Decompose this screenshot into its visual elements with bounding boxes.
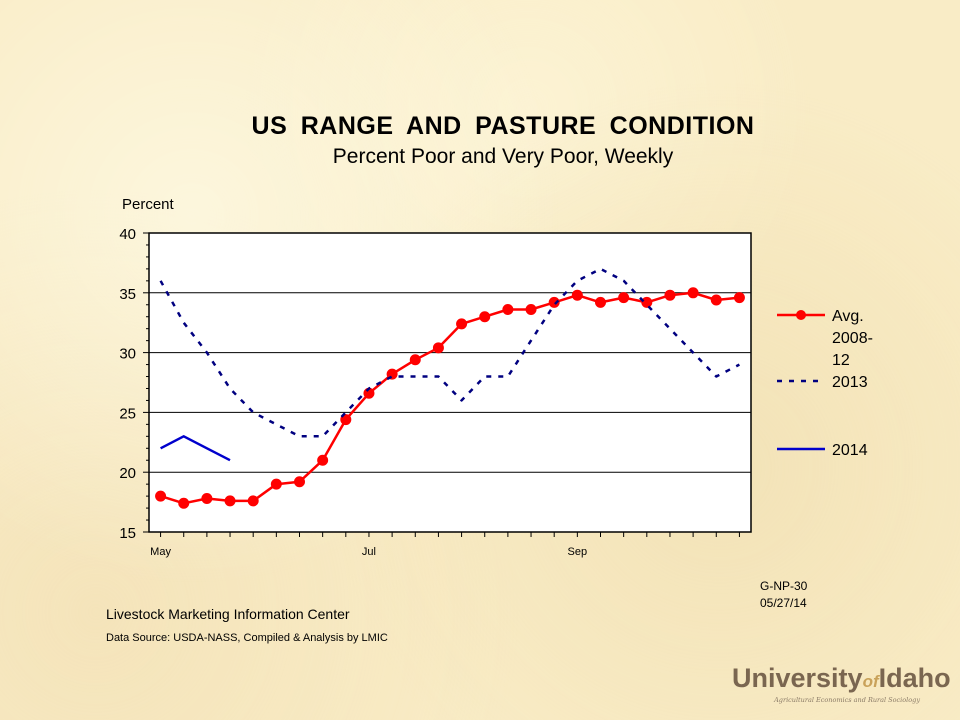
data-source: Data Source: USDA-NASS, Compiled & Analy… [106,632,388,644]
y-axis-label: Percent [122,196,174,213]
series-line-2 [159,267,740,438]
logo-wordmark: UniversityofIdaho [732,662,951,698]
organization-name: Livestock Marketing Information Center [106,606,350,622]
data-point [178,497,190,509]
plot-border [148,232,752,533]
y-tick-label: 35 [119,286,136,303]
data-point [409,354,421,366]
data-point [618,292,630,304]
data-point [571,289,583,301]
y-tick-label: 30 [119,346,136,363]
data-point [595,296,606,308]
data-point [247,495,259,507]
chart-subtitle: Percent Poor and Very Poor, Weekly [332,145,674,168]
data-point [502,304,514,316]
legend-label-3: 2014 [832,442,868,459]
logo-word-idaho: Idaho [878,663,951,693]
data-point [525,304,537,316]
data-point [479,311,491,323]
data-point [710,294,722,306]
chart-date: 05/27/14 [760,596,807,610]
logo-word-university: University [732,663,863,693]
data-point [548,296,560,308]
logo-tagline: Agricultural Economics and Rural Sociolo… [774,696,920,704]
legend-label-2: 2013 [832,374,868,391]
data-point [432,342,444,354]
y-tick-label: 40 [119,226,136,243]
data-point [155,490,167,502]
y-tick-label: 15 [119,525,136,542]
logo-word-of: of [862,672,879,691]
x-tick-label: Jul [362,546,376,558]
x-tick-label: Sep [568,546,588,558]
chart-code: G-NP-30 [760,579,808,593]
data-point [224,495,236,507]
data-point [270,478,282,490]
data-point [456,318,468,330]
data-point [687,287,699,299]
data-point [733,292,745,304]
y-tick-label: 25 [119,405,136,422]
chart-code-block: G-NP-30 05/27/14 [760,578,807,612]
data-point [641,296,653,308]
data-point [664,289,676,301]
university-logo: UniversityofIdaho Agricultural Economics… [732,662,951,704]
data-point [201,493,213,505]
plot-area [149,233,751,532]
series-line-3 [160,435,231,462]
data-point [340,414,352,426]
data-point [317,454,329,466]
chart-title: US RANGE AND PASTURE CONDITION [251,112,755,140]
y-tick-label: 20 [119,465,136,482]
legend-label-1: Avg. 2008-12 [832,308,873,369]
legend-marker [796,310,806,320]
data-point [294,476,305,488]
x-tick-label: May [150,546,171,558]
